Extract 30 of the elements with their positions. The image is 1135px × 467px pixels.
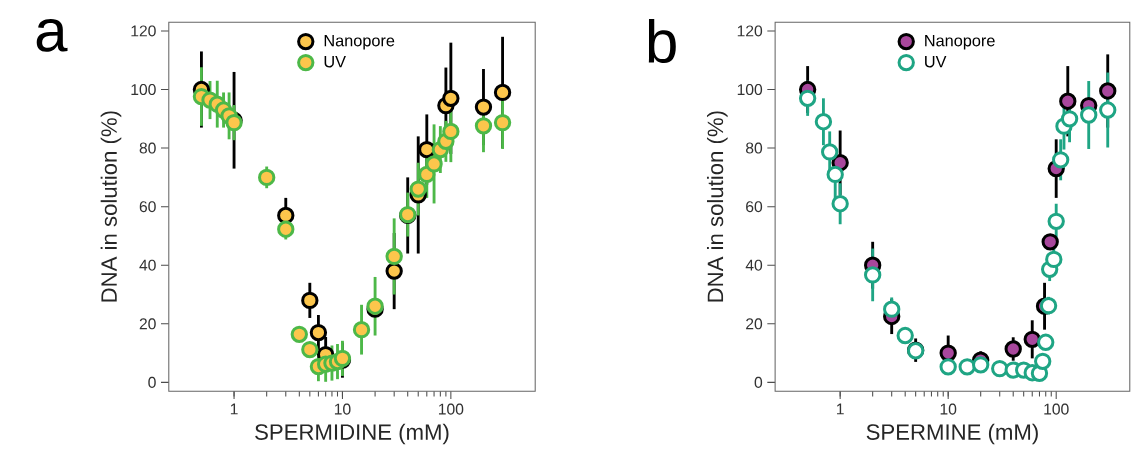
legend-label: UV <box>925 56 947 68</box>
x-axis-title: SPERMINE (mM) <box>866 423 1038 445</box>
y-tick-label: 60 <box>746 201 763 213</box>
y-tick-label: 40 <box>745 259 763 271</box>
y-tick-label: 100 <box>131 84 156 96</box>
y-tick-label: 80 <box>745 142 763 154</box>
x-tick-label: 1 <box>836 403 844 415</box>
y-tick-label: 0 <box>148 376 156 389</box>
y-tick-label: 120 <box>131 25 156 37</box>
x-axis-title: SPERMIDINE (mM) <box>255 423 449 445</box>
chart-title: b <box>648 19 676 64</box>
x-tick-label: 10 <box>940 403 957 415</box>
y-tick-label: 60 <box>139 201 156 213</box>
x-tick-label: 100 <box>1044 403 1069 415</box>
legend-label: UV <box>324 56 346 68</box>
y-tick-label: 0 <box>754 376 763 389</box>
y-tick-label: 100 <box>737 84 763 96</box>
y-axis-title: DNA in solution (%) <box>706 111 728 302</box>
y-tick-label: 20 <box>746 318 763 330</box>
y-tick-label: 40 <box>139 259 156 271</box>
x-tick-label: 10 <box>334 403 351 415</box>
legend-label: Nanopore <box>925 35 995 50</box>
legend-label: Nanopore <box>324 35 395 50</box>
x-tick-label: 1 <box>230 403 238 415</box>
chart-title: a <box>36 19 68 52</box>
x-tick-label: 100 <box>438 403 464 415</box>
y-tick-label: 80 <box>139 142 156 154</box>
y-tick-label: 20 <box>139 318 156 330</box>
y-axis-title: DNA in solution (%) <box>100 111 122 302</box>
y-tick-label: 120 <box>737 25 763 37</box>
